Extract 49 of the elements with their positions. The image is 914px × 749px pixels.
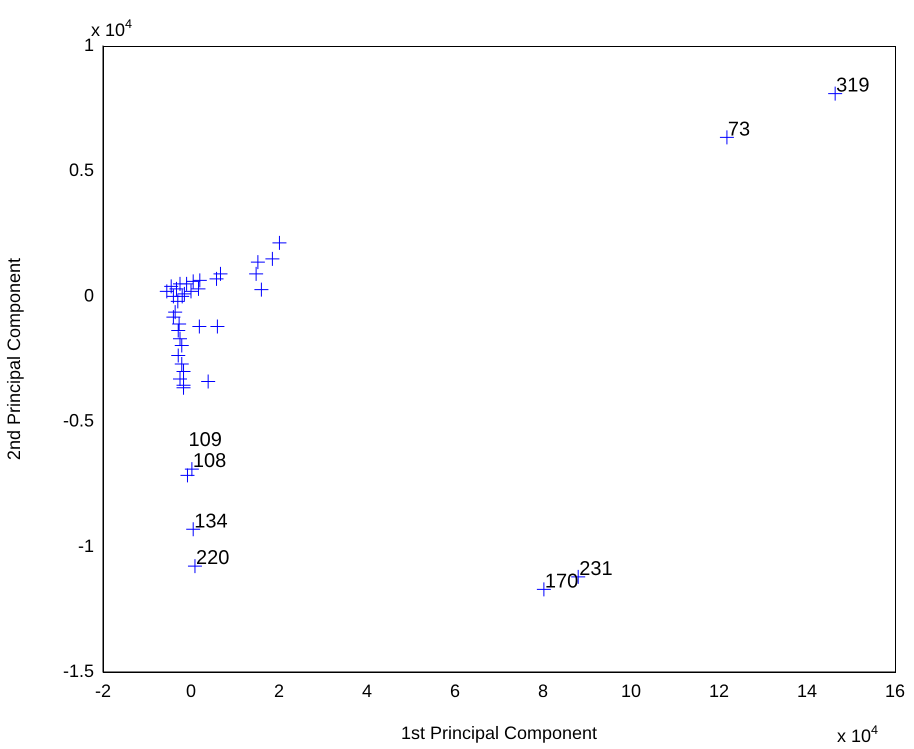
point bbox=[170, 322, 186, 338]
x-tick-label: 4 bbox=[362, 680, 372, 701]
y-tick-label: 0 bbox=[84, 285, 94, 306]
point bbox=[172, 276, 188, 292]
annotation: 319 bbox=[836, 74, 870, 97]
point bbox=[192, 272, 208, 288]
point bbox=[180, 468, 195, 483]
x-axis-title: 1st Principal Component bbox=[400, 723, 598, 744]
y-tick-label: -0.5 bbox=[62, 410, 94, 431]
point bbox=[172, 331, 188, 346]
y-tick-label: 0.5 bbox=[68, 160, 94, 180]
point bbox=[264, 251, 280, 266]
point bbox=[164, 278, 179, 294]
x-tick-label: 8 bbox=[538, 680, 548, 701]
x-tick-label: 14 bbox=[796, 680, 818, 701]
point bbox=[168, 304, 183, 320]
point bbox=[172, 372, 188, 387]
y-tick-label: -1.5 bbox=[62, 660, 94, 681]
y-tick-label: -1 bbox=[78, 536, 94, 556]
annotation: 108 bbox=[192, 450, 226, 472]
annotation: 220 bbox=[196, 547, 230, 570]
point bbox=[210, 318, 225, 334]
x-tick-label: 10 bbox=[620, 680, 642, 701]
x-tick-label: -2 bbox=[94, 680, 112, 701]
annotation: 134 bbox=[194, 510, 228, 532]
point bbox=[250, 254, 266, 270]
x-tick-label: 16 bbox=[884, 680, 906, 701]
point bbox=[272, 235, 287, 250]
point bbox=[176, 364, 192, 380]
y-tick-label: 1 bbox=[84, 34, 94, 55]
point bbox=[212, 266, 228, 282]
point bbox=[200, 374, 216, 390]
point bbox=[254, 282, 269, 298]
x-tick-label: 12 bbox=[708, 680, 730, 701]
x-tick-label: 6 bbox=[450, 680, 460, 701]
annotation: 170 bbox=[544, 570, 578, 592]
annotation: 73 bbox=[728, 118, 750, 140]
point bbox=[174, 338, 190, 353]
point bbox=[174, 356, 190, 372]
point bbox=[170, 348, 186, 363]
y-axis-title: 2nd Principal Component bbox=[4, 258, 24, 460]
point bbox=[209, 271, 224, 286]
point bbox=[248, 266, 264, 282]
point bbox=[170, 294, 186, 309]
annotation: 231 bbox=[579, 558, 613, 580]
x-tick-label: 2 bbox=[274, 680, 284, 701]
point bbox=[192, 318, 207, 334]
x-tick-label: 0 bbox=[186, 680, 196, 701]
annotation: 109 bbox=[188, 429, 222, 452]
